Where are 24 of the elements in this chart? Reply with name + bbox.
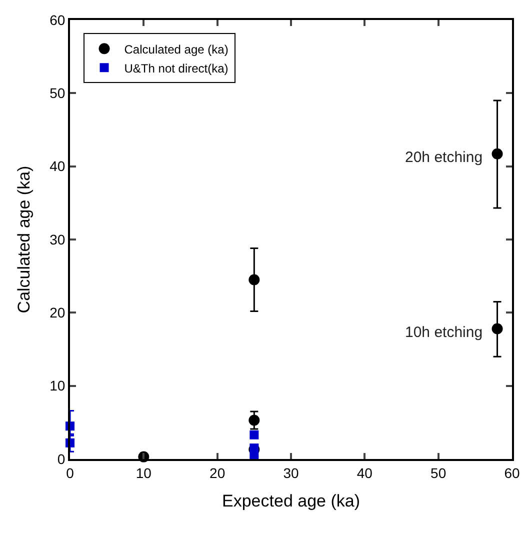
y-tick-label: 20 xyxy=(50,304,66,321)
x-tick-label: 20 xyxy=(210,464,226,481)
point xyxy=(250,430,259,440)
y-tick-label: 40 xyxy=(50,158,66,174)
y-tick-label: 60 xyxy=(50,12,66,28)
point xyxy=(492,148,503,160)
annotation: 10h etching xyxy=(405,324,483,341)
point xyxy=(248,414,260,426)
point xyxy=(248,274,260,286)
x-tick-label: 40 xyxy=(356,464,373,481)
x-tick-label: 30 xyxy=(283,464,299,481)
y-tick-label: 30 xyxy=(50,231,66,248)
x-axis-title: Expected age (ka) xyxy=(222,492,360,511)
y-axis-title: Calculated age (ka) xyxy=(14,166,34,314)
point xyxy=(492,323,503,334)
x-tick-label: 10 xyxy=(136,464,152,481)
y-tick-label: 50 xyxy=(50,85,66,102)
x-tick-label: 50 xyxy=(430,464,446,481)
y-tick-label: 10 xyxy=(50,378,66,394)
legend-label: U&Th not direct(ka) xyxy=(124,61,228,76)
y-tick-label: 0 xyxy=(57,450,66,467)
annotation: 20h etching xyxy=(405,149,483,166)
legend-label: Calculated age (ka) xyxy=(124,42,228,56)
x-tick-label: 60 xyxy=(504,464,520,481)
